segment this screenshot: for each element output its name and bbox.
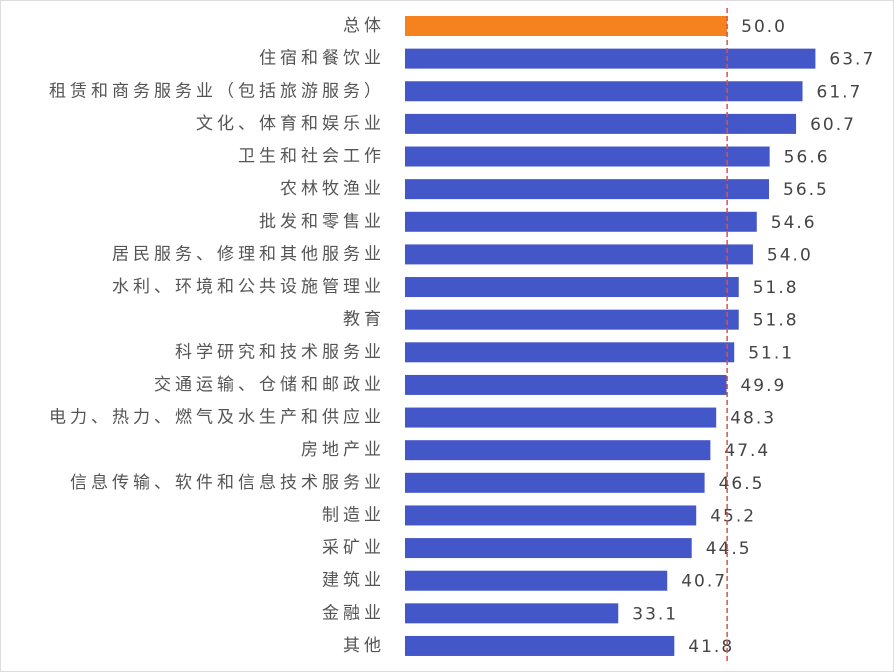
value-label: 50.0 <box>741 17 787 37</box>
category-label: 房地产业 <box>301 440 385 460</box>
bar <box>405 505 697 526</box>
value-label: 51.1 <box>748 343 794 363</box>
category-label: 批发和零售业 <box>259 212 385 232</box>
bar <box>405 603 619 624</box>
value-label: 49.9 <box>740 376 786 396</box>
bar <box>405 309 739 330</box>
category-label: 电力、热力、燃气及水生产和供应业 <box>49 408 385 428</box>
category-label: 金融业 <box>322 603 385 623</box>
bar <box>405 407 717 428</box>
value-label: 60.7 <box>810 115 856 135</box>
category-label: 总体 <box>343 16 385 36</box>
category-label: 科学研究和技术服务业 <box>175 342 385 362</box>
bar <box>405 244 753 265</box>
bar <box>405 277 739 298</box>
category-label: 居民服务、修理和其他服务业 <box>112 244 385 264</box>
bar <box>405 538 692 559</box>
category-label: 采矿业 <box>322 538 385 558</box>
category-label: 租赁和商务服务业（包括旅游服务） <box>49 81 385 101</box>
value-label: 45.2 <box>710 506 756 526</box>
value-label: 48.3 <box>730 409 776 429</box>
value-label: 44.5 <box>706 539 752 559</box>
value-label: 51.8 <box>753 278 799 298</box>
category-label: 卫生和社会工作 <box>238 147 385 167</box>
bar <box>405 179 770 200</box>
bar <box>405 48 816 69</box>
bar <box>405 570 668 591</box>
value-label: 40.7 <box>681 572 727 592</box>
value-label: 63.7 <box>829 50 875 70</box>
bar <box>405 146 770 167</box>
bar <box>405 635 675 656</box>
value-label: 61.7 <box>817 82 863 102</box>
category-label: 文化、体育和娱乐业 <box>196 114 385 134</box>
value-label: 54.6 <box>771 213 817 233</box>
category-label: 住宿和餐饮业 <box>259 49 385 69</box>
value-label: 56.5 <box>783 180 829 200</box>
category-label: 制造业 <box>322 505 385 525</box>
value-label: 33.1 <box>632 604 678 624</box>
value-label: 46.5 <box>719 474 765 494</box>
value-label: 47.4 <box>724 441 770 461</box>
category-label: 农林牧渔业 <box>280 179 385 199</box>
category-label: 信息传输、软件和信息技术服务业 <box>70 473 385 493</box>
category-label: 教育 <box>343 310 385 330</box>
category-label: 其他 <box>343 636 385 656</box>
value-label: 41.8 <box>688 637 734 657</box>
category-label: 水利、环境和公共设施管理业 <box>112 277 385 297</box>
category-label: 交通运输、仓储和邮政业 <box>154 375 385 395</box>
bar <box>405 440 711 461</box>
bar <box>405 16 728 36</box>
bar <box>405 342 735 363</box>
value-label: 54.0 <box>767 245 813 265</box>
bar <box>405 113 797 134</box>
bar <box>405 81 803 102</box>
bar <box>405 472 705 493</box>
value-label: 51.8 <box>753 311 799 331</box>
category-label: 建筑业 <box>322 571 385 591</box>
bar <box>405 211 757 232</box>
bar <box>405 374 727 395</box>
value-label: 56.6 <box>784 148 830 168</box>
